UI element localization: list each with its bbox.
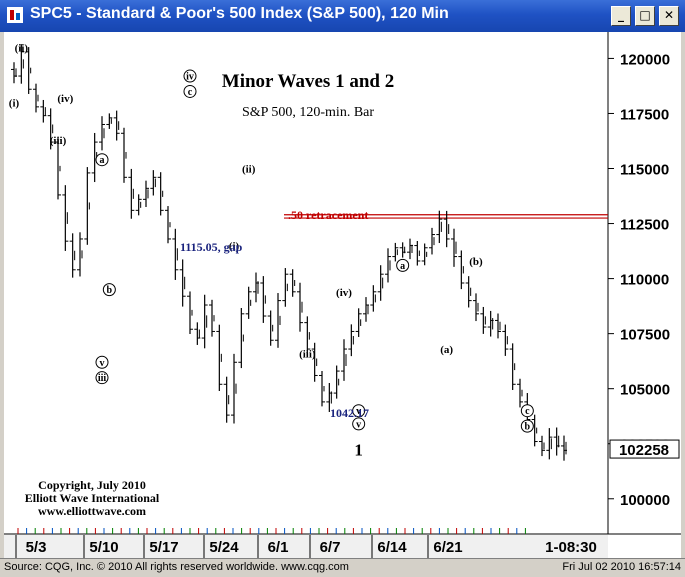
wave-label-circle bbox=[102, 283, 116, 297]
wave-label: iv bbox=[186, 72, 194, 83]
wave-label-circle bbox=[520, 404, 534, 418]
minimize-button[interactable]: _ bbox=[611, 6, 631, 26]
wave-label-circle bbox=[352, 404, 366, 418]
wave-label: 1 bbox=[354, 440, 363, 459]
wave-label: iii bbox=[98, 373, 107, 384]
wave-label: v bbox=[356, 406, 361, 417]
retracement-lines bbox=[284, 214, 608, 219]
chart-title: Minor Waves 1 and 2 bbox=[222, 71, 394, 92]
wave-label-circle bbox=[95, 355, 109, 369]
wave-label: (i) bbox=[229, 241, 240, 253]
y-tick-label: 117500 bbox=[620, 106, 669, 123]
wave-label: a bbox=[100, 155, 105, 166]
maximize-button[interactable]: □ bbox=[635, 6, 655, 26]
copyright-line-3: www.elliottwave.com bbox=[38, 504, 146, 518]
app-icon bbox=[7, 7, 23, 23]
y-tick-label: 105000 bbox=[620, 382, 670, 399]
y-tick-label: 112500 bbox=[620, 217, 669, 234]
wave-label: c bbox=[188, 87, 193, 98]
x-tick-label: 1-08:30 bbox=[545, 539, 597, 556]
time-axis-markers bbox=[17, 528, 526, 534]
wave-label: a bbox=[400, 261, 405, 272]
chart-subtitle: S&P 500, 120-min. Bar bbox=[242, 105, 374, 120]
retracement-label: .50 retracement bbox=[288, 208, 368, 222]
wave-label: v bbox=[100, 358, 105, 369]
x-tick-label: 6/7 bbox=[320, 539, 341, 556]
wave-label: (i) bbox=[9, 97, 20, 109]
close-button[interactable]: ✕ bbox=[659, 6, 679, 26]
wave-label: (iv) bbox=[336, 287, 352, 299]
window-title: SPC5 - Standard & Poor's 500 Index (S&P … bbox=[30, 5, 449, 22]
date-axis-band bbox=[4, 535, 608, 558]
plot-background bbox=[4, 32, 608, 534]
wave-label: (b) bbox=[469, 256, 483, 268]
wave-label-circle bbox=[95, 371, 109, 385]
wave-label-circle bbox=[95, 153, 109, 167]
y-tick-label: 110000 bbox=[620, 272, 669, 289]
wave-label-circle bbox=[352, 417, 366, 431]
x-tick-label: 6/21 bbox=[433, 539, 462, 556]
wave-label: (ii) bbox=[15, 42, 29, 54]
title-bar[interactable]: SPC5 - Standard & Poor's 500 Index (S&P … bbox=[0, 0, 685, 32]
x-tick-label: 5/10 bbox=[89, 539, 118, 556]
wave-label-circle bbox=[183, 84, 197, 98]
x-tick-label: 5/3 bbox=[26, 539, 47, 556]
status-bar: Source: CQG, Inc. © 2010 All rights rese… bbox=[0, 558, 685, 577]
price-chart[interactable]: 1000001025001050001075001100001125001150… bbox=[4, 32, 681, 558]
wave-label: (iii) bbox=[50, 135, 67, 147]
wave-label: (a) bbox=[440, 344, 453, 356]
wave-labels: (ii) (i) (iv) (iii) iv c a b v iii (ii) (i) (iv) (iii… bbox=[9, 42, 534, 459]
plot-area[interactable]: 1000001025001050001075001100001125001150… bbox=[4, 32, 681, 558]
y-tick-label: 120000 bbox=[620, 51, 670, 68]
wave-label: b bbox=[107, 285, 113, 296]
wave-label-circle bbox=[183, 69, 197, 83]
y-tick-label: 115000 bbox=[620, 162, 669, 179]
x-tick-label: 6/1 bbox=[268, 539, 289, 556]
x-tick-label: 6/14 bbox=[377, 539, 407, 556]
status-source: Source: CQG, Inc. © 2010 All rights rese… bbox=[4, 561, 349, 573]
wave-label: (ii) bbox=[242, 164, 256, 176]
x-axis: 5/3 5/10 5/17 5/24 6/1 6/7 6/14 6/21 1-08:30 bbox=[15, 535, 597, 558]
wave-label: (iv) bbox=[57, 93, 73, 105]
price-bars bbox=[11, 44, 567, 461]
y-tick-label: 107500 bbox=[620, 327, 670, 344]
status-timestamp: Fri Jul 02 2010 16:57:14 bbox=[562, 561, 681, 573]
wave-label-circle bbox=[520, 419, 534, 433]
gap-annotation: 1115.05, gap bbox=[180, 240, 243, 254]
y-tick-label: 100000 bbox=[620, 492, 670, 509]
last-price-label: 102258 bbox=[619, 442, 669, 459]
x-tick-label: 5/17 bbox=[149, 539, 178, 556]
wave-label: v bbox=[356, 419, 361, 430]
low-annotation: 1042.17 bbox=[330, 406, 369, 420]
wave-label: b bbox=[525, 422, 531, 433]
last-price-box bbox=[609, 439, 680, 459]
wave-label: (iii) bbox=[299, 348, 316, 360]
wave-label: c bbox=[525, 406, 530, 417]
copyright-line-2: Elliott Wave International bbox=[25, 491, 160, 505]
copyright-line-1: Copyright, July 2010 bbox=[38, 478, 146, 492]
wave-label-circle bbox=[396, 258, 410, 272]
x-tick-label: 5/24 bbox=[209, 539, 239, 556]
